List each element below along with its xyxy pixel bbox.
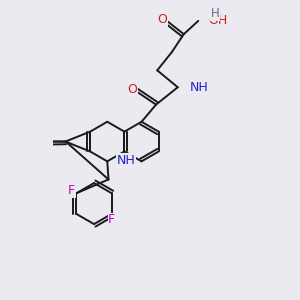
- Text: NH: NH: [117, 154, 136, 166]
- Text: F: F: [108, 213, 115, 226]
- Text: NH: NH: [190, 81, 208, 94]
- Text: F: F: [68, 184, 75, 197]
- Text: O: O: [128, 83, 137, 96]
- Text: O: O: [157, 13, 167, 26]
- Text: OH: OH: [208, 14, 227, 27]
- Text: H: H: [211, 7, 220, 20]
